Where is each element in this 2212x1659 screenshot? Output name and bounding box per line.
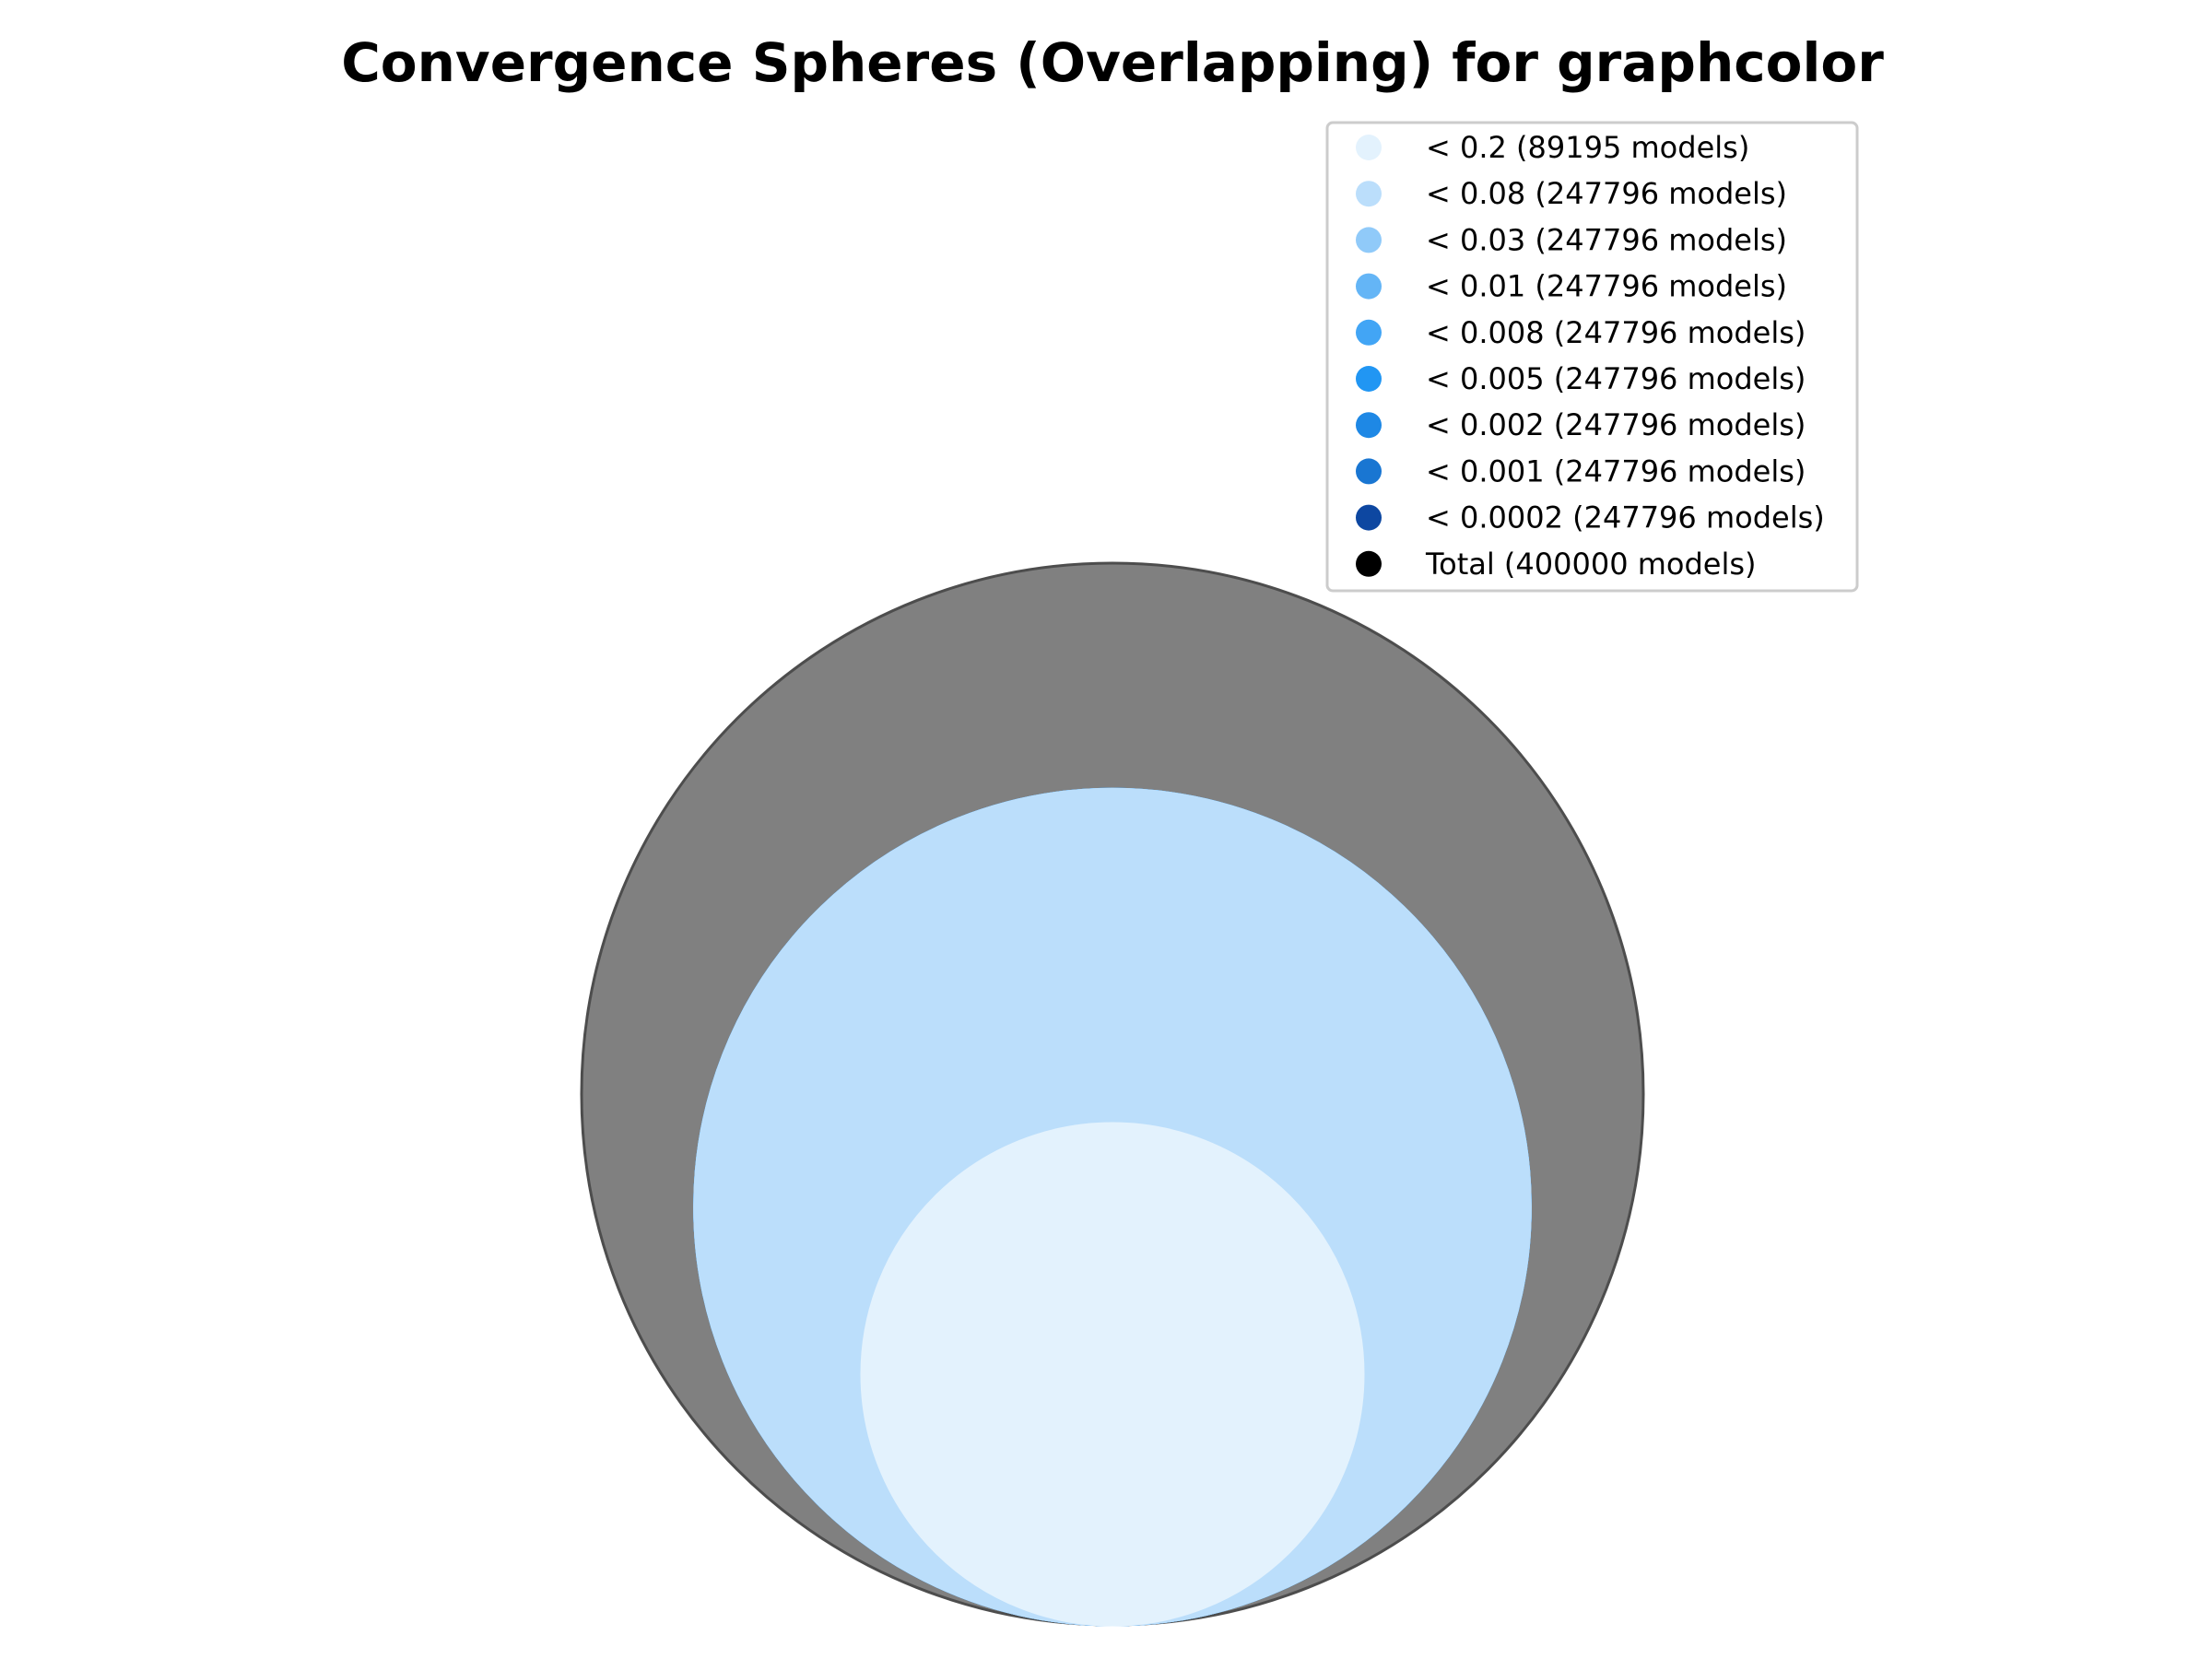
sphere-0 bbox=[860, 1122, 1365, 1627]
legend-box bbox=[1325, 121, 1859, 593]
legend-label: < 0.2 (89195 models) bbox=[1426, 130, 1749, 165]
legend-label: Total (400000 models) bbox=[1425, 547, 1757, 582]
legend-marker bbox=[1356, 227, 1382, 253]
legend-item: Total (400000 models) bbox=[1356, 547, 1757, 582]
legend-label: < 0.001 (247796 models) bbox=[1426, 453, 1806, 488]
legend-marker bbox=[1356, 458, 1382, 485]
legend-marker bbox=[1356, 550, 1382, 577]
legend-item: < 0.0002 (247796 models) bbox=[1356, 500, 1825, 535]
legend-marker bbox=[1356, 366, 1382, 392]
legend-marker bbox=[1356, 319, 1382, 346]
legend-label: < 0.008 (247796 models) bbox=[1426, 315, 1806, 350]
legend-item: < 0.01 (247796 models) bbox=[1356, 269, 1787, 304]
legend-item: < 0.03 (247796 models) bbox=[1356, 222, 1787, 257]
legend-item: < 0.008 (247796 models) bbox=[1356, 315, 1806, 350]
legend-item: < 0.2 (89195 models) bbox=[1356, 130, 1749, 165]
spheres-layer bbox=[580, 561, 1645, 1627]
legend-label: < 0.0002 (247796 models) bbox=[1426, 500, 1825, 535]
legend-marker bbox=[1356, 273, 1382, 300]
legend-marker bbox=[1356, 412, 1382, 439]
legend-item: < 0.08 (247796 models) bbox=[1356, 176, 1787, 211]
legend-marker bbox=[1356, 181, 1382, 207]
legend-label: < 0.002 (247796 models) bbox=[1426, 407, 1806, 442]
chart-title: Convergence Spheres (Overlapping) for gr… bbox=[341, 31, 1884, 94]
legend-label: < 0.01 (247796 models) bbox=[1426, 269, 1787, 304]
legend-label: < 0.08 (247796 models) bbox=[1426, 176, 1787, 211]
legend: < 0.2 (89195 models) < 0.08 (247796 model… bbox=[1325, 121, 1859, 593]
legend-label: < 0.03 (247796 models) bbox=[1426, 222, 1787, 257]
legend-label: < 0.005 (247796 models) bbox=[1426, 361, 1806, 396]
legend-item: < 0.001 (247796 models) bbox=[1356, 453, 1806, 488]
legend-item: < 0.005 (247796 models) bbox=[1356, 361, 1806, 396]
legend-marker bbox=[1356, 504, 1382, 531]
legend-item: < 0.002 (247796 models) bbox=[1356, 407, 1806, 442]
legend-marker bbox=[1356, 135, 1382, 160]
